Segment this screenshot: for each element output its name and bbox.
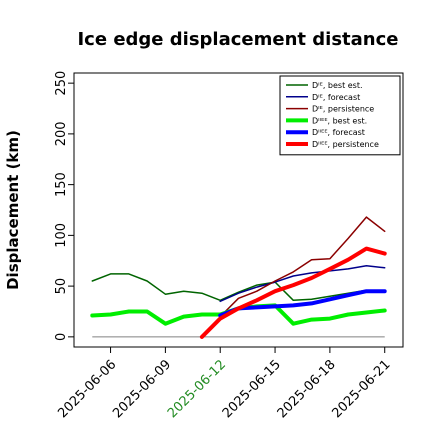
y-axis-label: Displacement (km) [4,130,22,290]
series-line-3 [219,216,386,318]
legend-entry-5: Dᴵᴵᴱᴱ, forecast [312,128,365,137]
y-tick-label: 100 [54,223,69,248]
y-tick-label: 0 [54,333,69,341]
chart-title: Ice edge displacement distance [77,29,398,50]
series-line-2 [219,265,386,303]
y-axis: 0 50 100 150 200 250 [54,71,74,341]
legend-entry-1: Dᴵᴱ, best est. [312,81,363,90]
legend-entry-4: Dᴵᴵᴱᴱ, best est. [312,116,367,125]
legend-entry-2: Dᴵᴱ, forecast [312,93,360,102]
legend: Dᴵᴱ, best est. Dᴵᴱ, forecast Dᴵᴱ, persiste… [279,75,401,156]
plot-frame [73,72,404,348]
x-tick-label: 2025-06-21 [330,357,394,421]
legend-box [279,75,401,156]
legend-entry-6: Dᴵᴵᴱᴱ, persistence [312,140,379,149]
series-line-1 [91,273,386,302]
y-tick-label: 250 [54,71,69,96]
x-axis: 2025-06-062025-06-092025-06-122025-06-15… [55,347,394,421]
y-tick-label: 200 [54,121,69,146]
x-tick-label: 2025-06-18 [275,357,339,421]
y-tick-label: 150 [54,172,69,197]
legend-entry-3: Dᴵᴱ, persistence [312,105,374,114]
x-tick-label: 2025-06-09 [110,357,174,421]
series-layer [90,216,387,339]
y-tick-label: 50 [54,278,69,295]
series-line-6 [199,246,387,339]
series-line-5 [218,289,387,318]
